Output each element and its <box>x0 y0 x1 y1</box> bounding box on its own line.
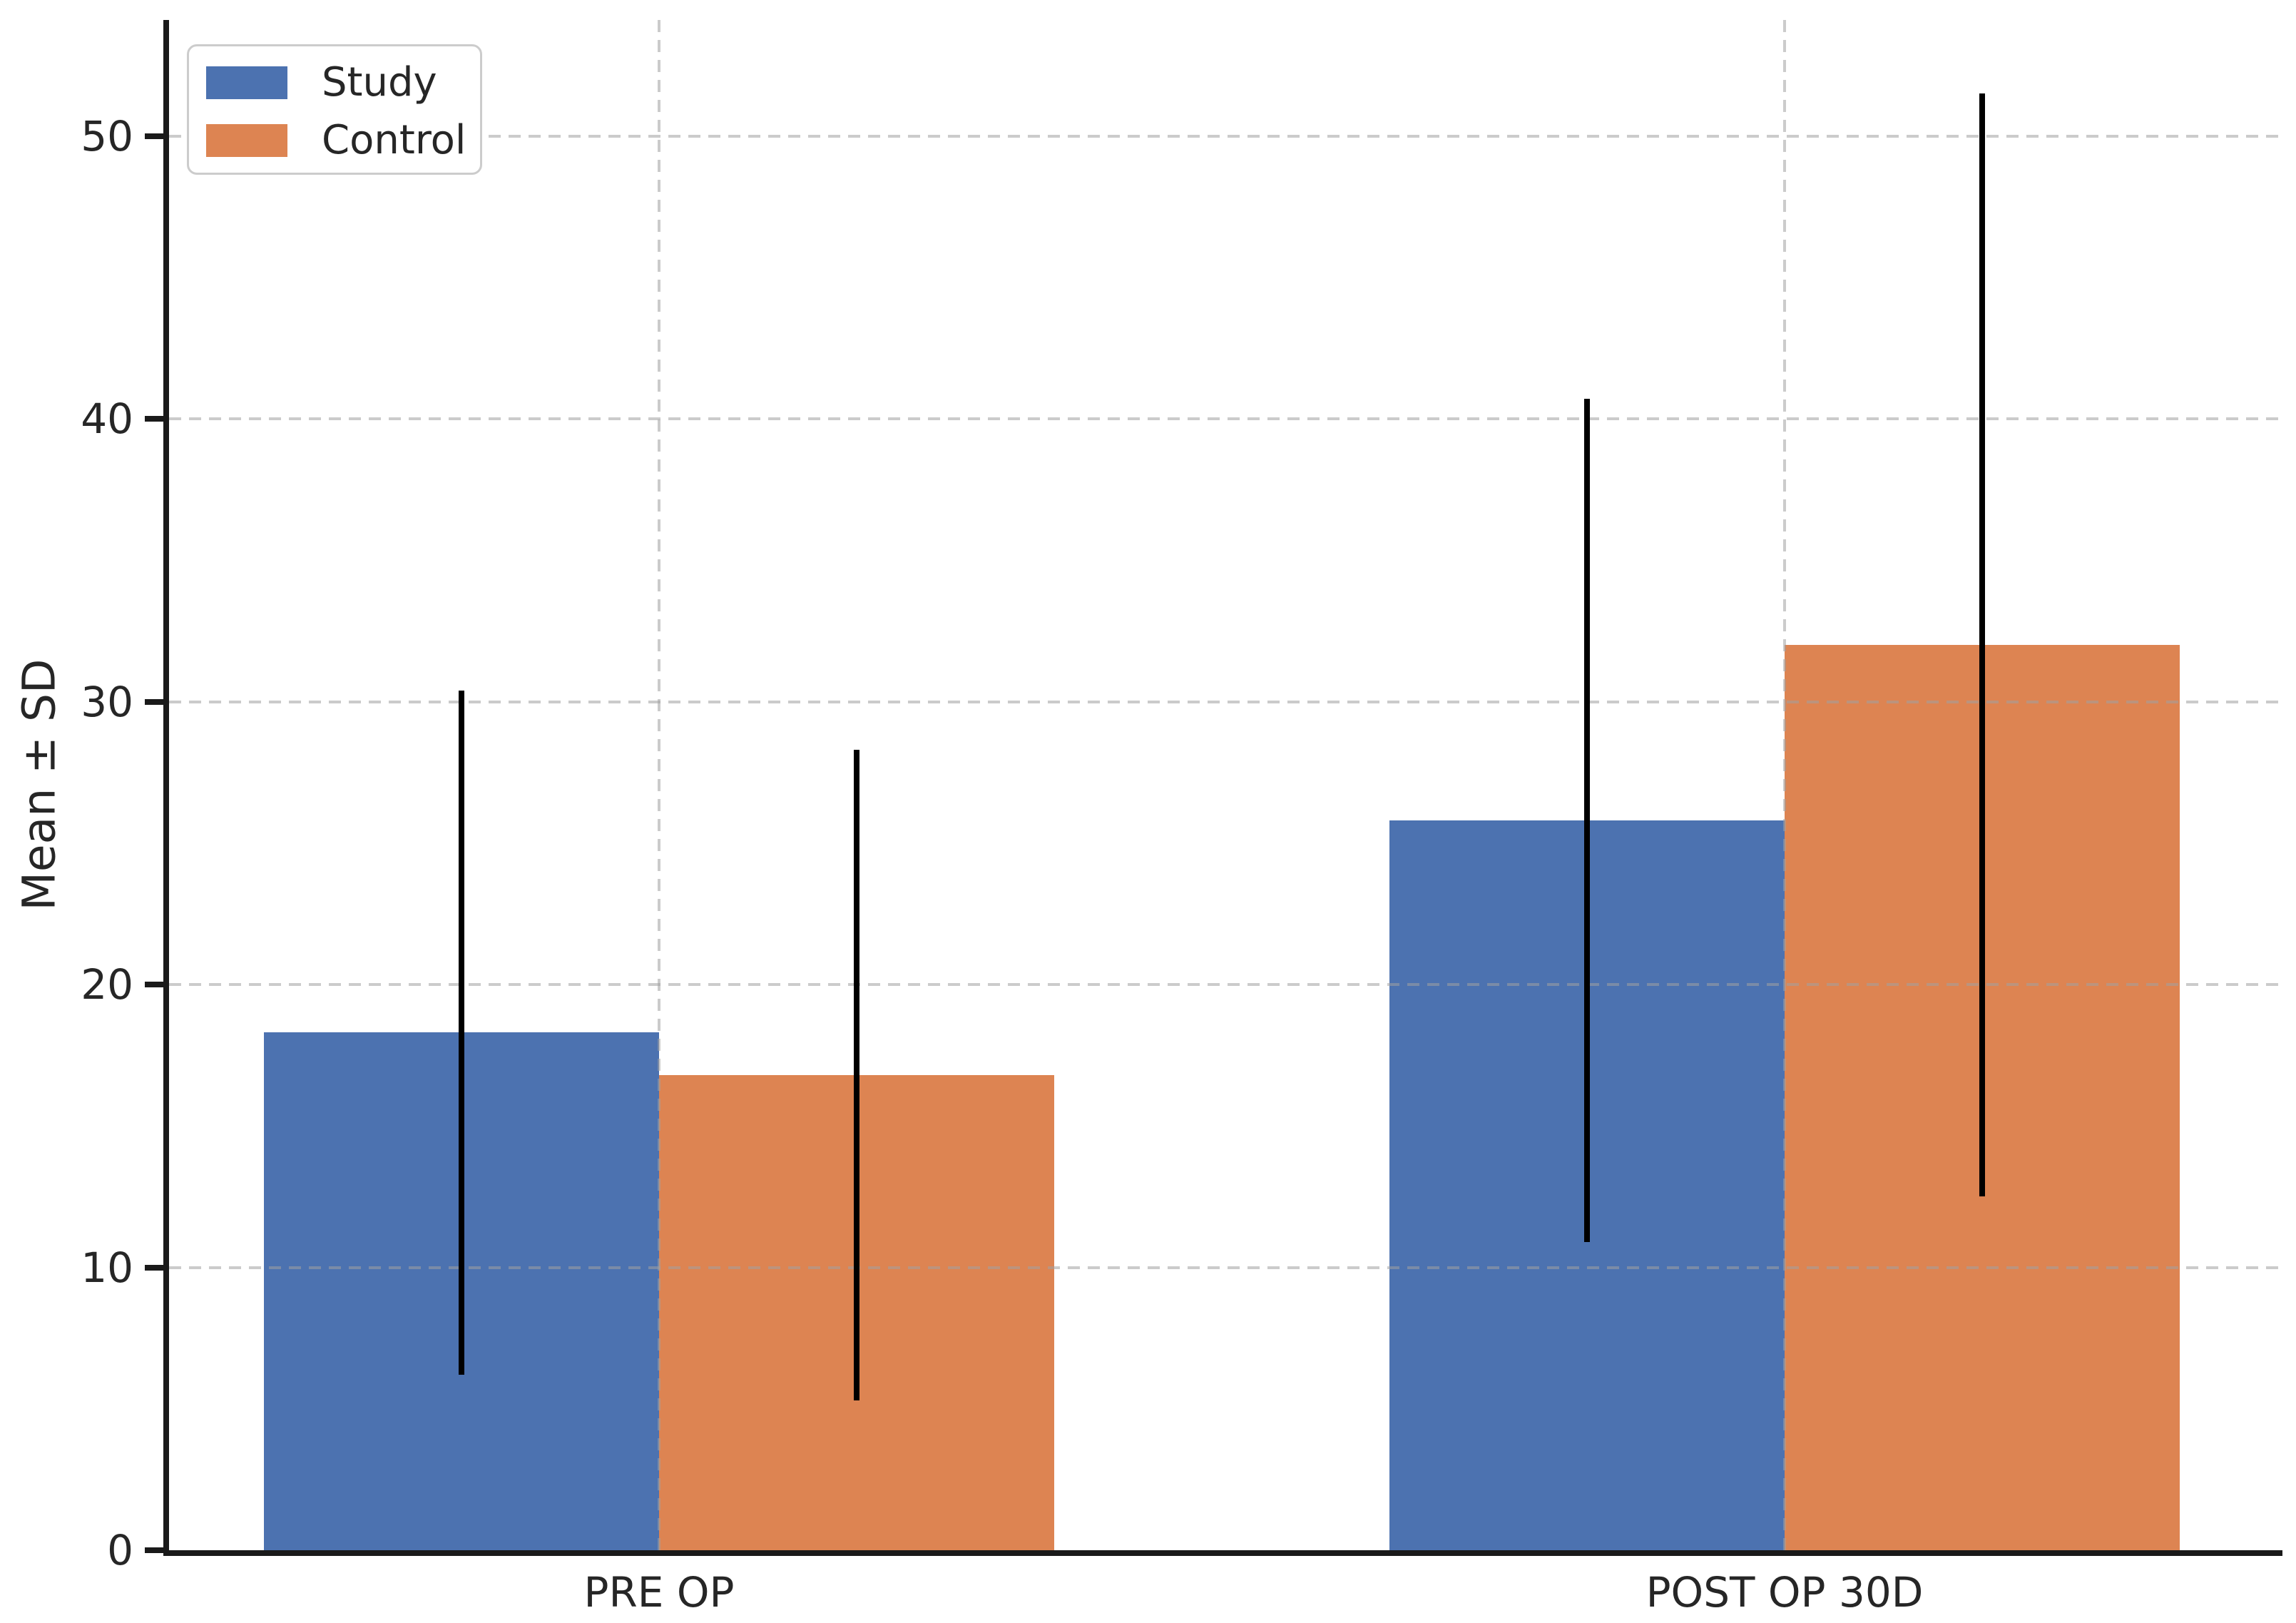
horizontal-gridline-40 <box>169 417 2282 421</box>
horizontal-gridline-20 <box>169 983 2282 987</box>
y-tick-label-10: 10 <box>81 1243 133 1292</box>
legend-item-control: Control <box>206 117 466 163</box>
y-tick-label-20: 20 <box>81 960 133 1009</box>
horizontal-gridline-10 <box>169 1266 2282 1269</box>
y-tick-mark-10 <box>145 1264 163 1271</box>
legend-label-control: Control <box>322 117 466 163</box>
y-tick-label-50: 50 <box>81 111 133 161</box>
y-tick-label-40: 40 <box>81 395 133 444</box>
error-bar-control-post-op-30d <box>1979 93 1985 1197</box>
x-axis-spine <box>163 1550 2282 1556</box>
y-tick-mark-20 <box>145 982 163 988</box>
horizontal-gridline-50 <box>169 134 2282 138</box>
y-tick-mark-0 <box>145 1547 163 1553</box>
legend-swatch-control <box>206 123 287 157</box>
x-tick-label-pre-op: PRE OP <box>583 1568 735 1617</box>
y-tick-label-30: 30 <box>81 677 133 726</box>
error-bar-control-pre-op <box>854 749 859 1400</box>
y-tick-mark-40 <box>145 416 163 422</box>
y-tick-mark-50 <box>145 133 163 139</box>
legend-swatch-study <box>206 66 287 99</box>
vertical-gridline-pre-op <box>658 20 660 1550</box>
error-bar-study-pre-op <box>459 690 464 1375</box>
legend-label-study: Study <box>322 59 437 106</box>
y-tick-label-0: 0 <box>107 1526 133 1574</box>
horizontal-gridline-30 <box>169 700 2282 703</box>
legend-box: Study Control <box>187 44 482 175</box>
y-tick-mark-30 <box>145 698 163 705</box>
x-tick-label-post-op-30d: POST OP 30D <box>1646 1568 1924 1617</box>
y-axis-label: Mean ± SD <box>13 658 66 911</box>
error-bar-study-post-op-30d <box>1584 399 1590 1242</box>
vertical-gridline-post-op-30d <box>1783 20 1786 1550</box>
legend-item-study: Study <box>206 59 463 106</box>
y-axis-spine <box>163 20 169 1556</box>
